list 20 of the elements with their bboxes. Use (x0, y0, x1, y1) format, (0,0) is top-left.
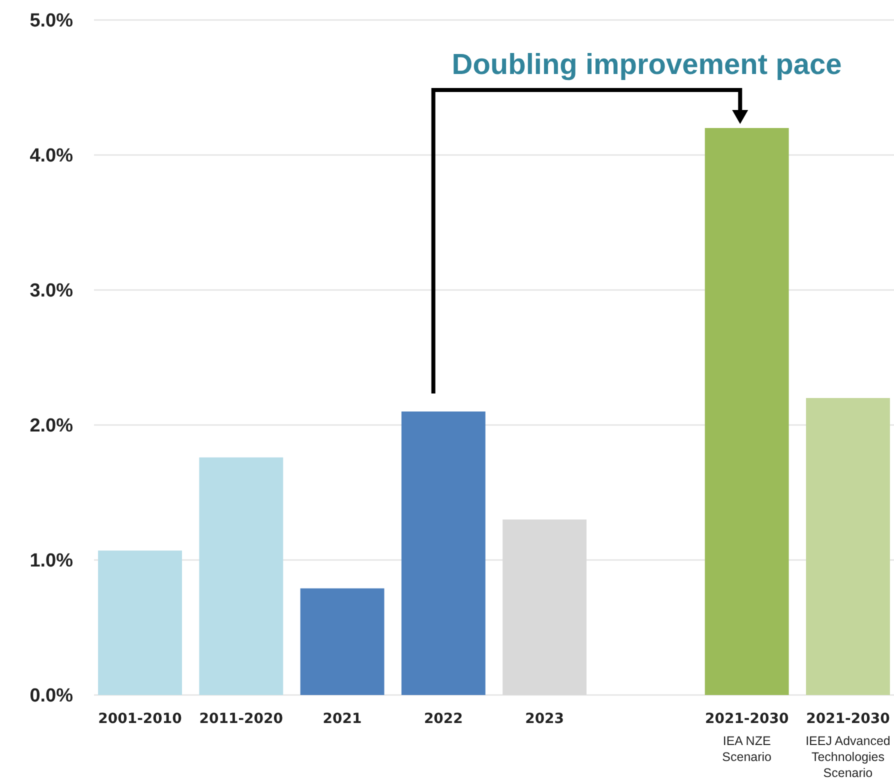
x-tick-label: 2011-2020 (199, 711, 284, 727)
x-tick-label: 2022 (424, 711, 463, 727)
y-tick-label: 3.0% (30, 280, 74, 302)
y-tick-label: 1.0% (30, 550, 74, 572)
bar (704, 128, 789, 695)
bar (401, 412, 486, 695)
y-tick-label: 2.0% (30, 416, 74, 437)
x-tick-label: 2021-2030 IEA NZE Scenario (704, 711, 789, 764)
bar (98, 550, 182, 695)
bar (199, 457, 284, 695)
x-tick-label: 2021 (322, 711, 362, 727)
bar (806, 398, 890, 695)
x-tick-label: 2021-2030 IEEJ Advanced Technologies Scenario (806, 711, 890, 780)
annotation: Doubling improvement pace (452, 49, 842, 81)
y-tick-label: 5.0% (30, 10, 74, 32)
x-tick-label: 2023 (525, 711, 564, 727)
bar (300, 588, 384, 695)
x-tick-label: 2001-2010 (98, 711, 182, 727)
y-tick-label: 0.0% (30, 686, 74, 707)
y-tick-label: 4.0% (30, 146, 74, 167)
